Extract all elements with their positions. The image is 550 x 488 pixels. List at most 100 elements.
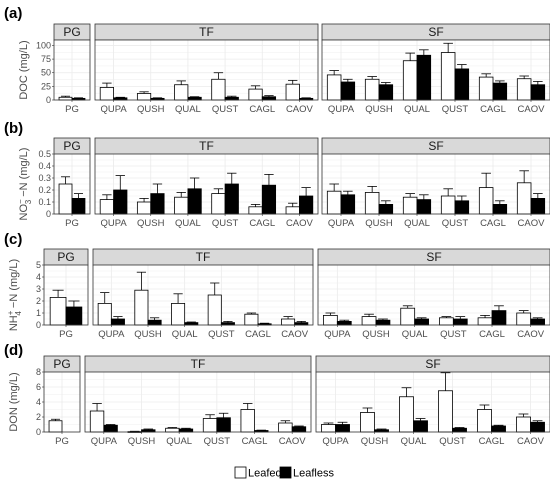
x-tick-label: QUAL: [175, 218, 201, 229]
bar-leafed-pg: [58, 183, 73, 215]
panel-label: (a): [4, 5, 22, 22]
bar-leafless-caov: [530, 318, 545, 326]
bar-leafless-qush: [147, 319, 162, 326]
y-tick-label: 5: [36, 260, 41, 270]
x-tick-label: CAGL: [479, 329, 505, 340]
bar-leafed-qush: [136, 201, 152, 215]
bar-leafless-qush: [150, 193, 165, 215]
panel-border: [317, 264, 550, 326]
facet-title: PG: [63, 139, 80, 153]
bar-leafed-qush: [364, 191, 380, 215]
facet-title: TF: [199, 25, 214, 39]
legend: Leafed Leafless: [234, 466, 334, 480]
panel-border: [53, 39, 91, 101]
bar-leafed-qust: [439, 317, 454, 326]
bar-leafless-qush: [378, 84, 394, 101]
x-tick-label: QUST: [212, 218, 239, 229]
bar-leafed-qupa: [97, 302, 112, 326]
x-tick-label: QUST: [212, 104, 239, 115]
x-tick-label: PG: [65, 218, 79, 229]
bar-leafless-caov: [530, 197, 546, 215]
bar-leafed-qush: [360, 412, 375, 433]
bar-leafed-qual: [399, 396, 414, 433]
bar-leafless-qual: [416, 54, 432, 101]
y-tick-label: 0: [46, 95, 51, 105]
y-tick-label: 0: [36, 320, 41, 330]
panel-border: [315, 371, 550, 433]
bar-leafless-qust: [224, 183, 239, 215]
y-tick-label: 0.5: [38, 149, 51, 159]
x-tick-label: QUAL: [166, 436, 192, 447]
x-tick-label: CAOV: [281, 329, 309, 340]
y-axis-label: NH+4 −N (mg/L): [6, 259, 23, 331]
x-tick-label: QUPA: [324, 329, 351, 340]
bar-leafless-qust: [452, 318, 468, 326]
facet-title: SF: [425, 357, 440, 371]
y-tick-label: 75: [41, 54, 51, 64]
bar-leafed-qust: [438, 390, 453, 433]
bar-leafed-qupa: [323, 314, 338, 326]
x-tick-label: QUAL: [401, 436, 427, 447]
x-tick-label: QUAL: [404, 104, 430, 115]
x-tick-label: QUPA: [100, 218, 127, 229]
panel-border: [92, 264, 314, 326]
bar-leafed-qush: [136, 93, 152, 101]
x-tick-label: CAGL: [479, 436, 505, 447]
bar-leafed-qual: [174, 196, 189, 215]
bar-leafed-qush: [361, 316, 377, 326]
facet-pg: PG PG: [43, 355, 81, 447]
bar-leafed-qual: [171, 302, 186, 326]
bar-leafed-caov: [285, 206, 300, 215]
bar-leafless-cagl: [261, 184, 277, 215]
facet-sf: SF QUPA QUSH QUAL QUST CAGL CAOV: [321, 137, 550, 229]
facet-tf: TF QUPA QUSH QUAL QUST CAGL CAOV: [84, 355, 312, 447]
y-tick-label: 1: [36, 308, 41, 318]
bar-leafed-caov: [516, 78, 532, 101]
bar-leafless-qust: [454, 68, 470, 101]
bar-leafed-caov: [516, 416, 531, 433]
bar-leafed-qust: [440, 195, 456, 215]
panel-border: [43, 371, 81, 433]
bar-leafed-pg: [48, 420, 63, 433]
facet-title: TF: [191, 357, 206, 371]
x-tick-label: QUSH: [362, 329, 390, 340]
y-tick-label: 0.3: [38, 173, 51, 183]
bar-leafed-qupa: [326, 74, 342, 101]
y-axis-label: NO−3 −N (mg/L): [16, 148, 33, 221]
bar-leafed-caov: [516, 312, 532, 326]
bar-leafless-qual: [414, 318, 429, 326]
x-tick-label: CAGL: [242, 436, 268, 447]
bar-leafed-cagl: [477, 409, 492, 433]
y-tick-label: 50: [41, 68, 51, 78]
panel-c: (c) NH+4 −N (mg/L) 0 1 2 3 4 5 PG PG TF QUPA QUSH QUA…: [4, 231, 550, 340]
x-tick-label: QUST: [208, 329, 235, 340]
bar-leafless-qual: [187, 96, 202, 101]
facet-title: PG: [63, 25, 80, 39]
bar-leafless-qupa: [103, 424, 118, 433]
y-tick-label: 100: [36, 40, 51, 50]
bar-leafless-pg: [71, 197, 86, 215]
bar-leafless-cagl: [491, 425, 506, 433]
bar-leafless-caov: [299, 195, 314, 215]
panel-border: [84, 371, 312, 433]
facet-title: PG: [53, 357, 70, 371]
facet-title: SF: [428, 25, 443, 39]
facet-tf: TF QUPA QUSH QUAL QUST CAGL CAOV: [94, 137, 319, 229]
legend-label-leafed: Leafed: [248, 468, 282, 480]
y-tick-label: 2: [36, 412, 41, 422]
x-tick-label: PG: [59, 329, 73, 340]
x-tick-label: CAOV: [279, 436, 307, 447]
bar-leafed-qust: [207, 294, 222, 326]
bar-leafless-cagl: [492, 82, 508, 101]
x-tick-label: QUPA: [328, 104, 355, 115]
bar-leafless-qush: [378, 203, 394, 215]
bar-leafed-pg: [49, 296, 67, 326]
x-tick-label: CAOV: [518, 104, 546, 115]
bar-leafed-qual: [402, 60, 418, 101]
panel-border: [53, 153, 91, 215]
legend-swatch-leafless: [279, 466, 292, 479]
bar-leafed-qust: [202, 418, 218, 433]
bar-leafless-cagl: [261, 96, 277, 101]
bar-leafless-qupa: [335, 424, 350, 433]
